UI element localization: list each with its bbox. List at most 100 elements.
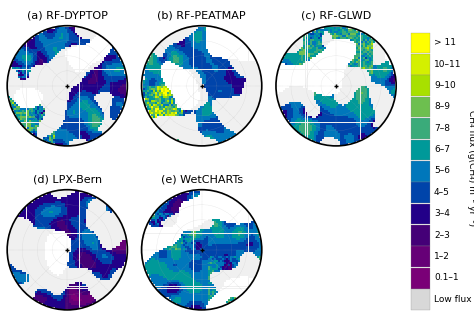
Bar: [59, 43, 61, 45]
Bar: [291, 86, 293, 88]
Bar: [12, 268, 14, 270]
Bar: [242, 122, 245, 124]
Bar: [173, 262, 175, 264]
Bar: [155, 62, 157, 63]
Bar: [149, 74, 151, 76]
Bar: [43, 133, 45, 135]
Bar: [198, 137, 200, 139]
Bar: [181, 280, 183, 282]
Bar: [190, 274, 191, 276]
Bar: [281, 94, 283, 96]
Bar: [352, 69, 355, 71]
Bar: [33, 268, 35, 270]
Bar: [232, 49, 234, 51]
Bar: [326, 43, 328, 45]
Bar: [308, 116, 310, 118]
Bar: [222, 258, 224, 260]
Bar: [86, 135, 88, 137]
Bar: [293, 84, 295, 86]
Bar: [49, 72, 51, 74]
Bar: [198, 266, 200, 268]
Bar: [22, 67, 25, 69]
Bar: [86, 278, 88, 280]
Bar: [257, 244, 259, 246]
Bar: [159, 67, 161, 69]
Bar: [96, 118, 98, 120]
Bar: [216, 39, 218, 41]
Bar: [306, 100, 308, 102]
Bar: [77, 27, 80, 29]
Bar: [326, 131, 328, 133]
Bar: [246, 94, 248, 96]
Bar: [301, 65, 303, 67]
Bar: [350, 84, 352, 86]
Bar: [161, 264, 163, 266]
Bar: [181, 305, 183, 307]
Bar: [82, 211, 83, 213]
Bar: [63, 141, 65, 143]
Bar: [237, 100, 238, 102]
Bar: [45, 227, 47, 229]
Bar: [165, 282, 167, 285]
Bar: [114, 280, 116, 282]
Bar: [27, 246, 28, 248]
Bar: [371, 122, 373, 124]
Bar: [230, 292, 232, 294]
Bar: [83, 258, 86, 260]
Bar: [234, 242, 236, 244]
Bar: [41, 127, 43, 129]
Bar: [185, 139, 187, 141]
Bar: [94, 276, 96, 278]
Bar: [72, 102, 73, 104]
Bar: [206, 213, 208, 215]
Bar: [118, 270, 120, 272]
Bar: [232, 59, 234, 61]
Bar: [171, 236, 173, 238]
Bar: [365, 37, 366, 39]
Bar: [167, 250, 169, 252]
Bar: [63, 289, 65, 291]
Bar: [177, 51, 179, 53]
Bar: [145, 238, 146, 240]
Bar: [75, 27, 77, 29]
Bar: [306, 53, 308, 55]
Bar: [90, 278, 91, 280]
Bar: [94, 229, 96, 231]
Bar: [369, 129, 371, 131]
Bar: [108, 209, 110, 211]
Bar: [324, 88, 326, 90]
Bar: [245, 74, 246, 76]
Bar: [72, 201, 73, 203]
Bar: [365, 80, 366, 82]
Bar: [332, 29, 334, 31]
Bar: [214, 219, 216, 221]
Bar: [377, 116, 379, 118]
Bar: [193, 291, 195, 292]
Bar: [96, 51, 98, 53]
Bar: [201, 266, 204, 268]
Bar: [92, 258, 94, 260]
Bar: [110, 63, 112, 65]
Bar: [204, 35, 206, 37]
Bar: [365, 45, 366, 47]
Bar: [145, 69, 146, 71]
Bar: [238, 221, 240, 223]
Bar: [82, 246, 83, 248]
Bar: [373, 74, 375, 76]
Bar: [175, 133, 177, 135]
Bar: [255, 229, 256, 231]
Bar: [200, 106, 201, 108]
Bar: [146, 254, 149, 256]
Bar: [41, 100, 43, 102]
Bar: [108, 278, 110, 280]
Bar: [238, 74, 240, 76]
Bar: [108, 80, 110, 82]
Bar: [208, 301, 210, 303]
Bar: [314, 137, 316, 139]
Bar: [318, 72, 320, 74]
Bar: [45, 100, 47, 102]
Bar: [67, 122, 69, 124]
Bar: [230, 213, 232, 215]
Bar: [36, 135, 39, 137]
Bar: [100, 100, 102, 102]
